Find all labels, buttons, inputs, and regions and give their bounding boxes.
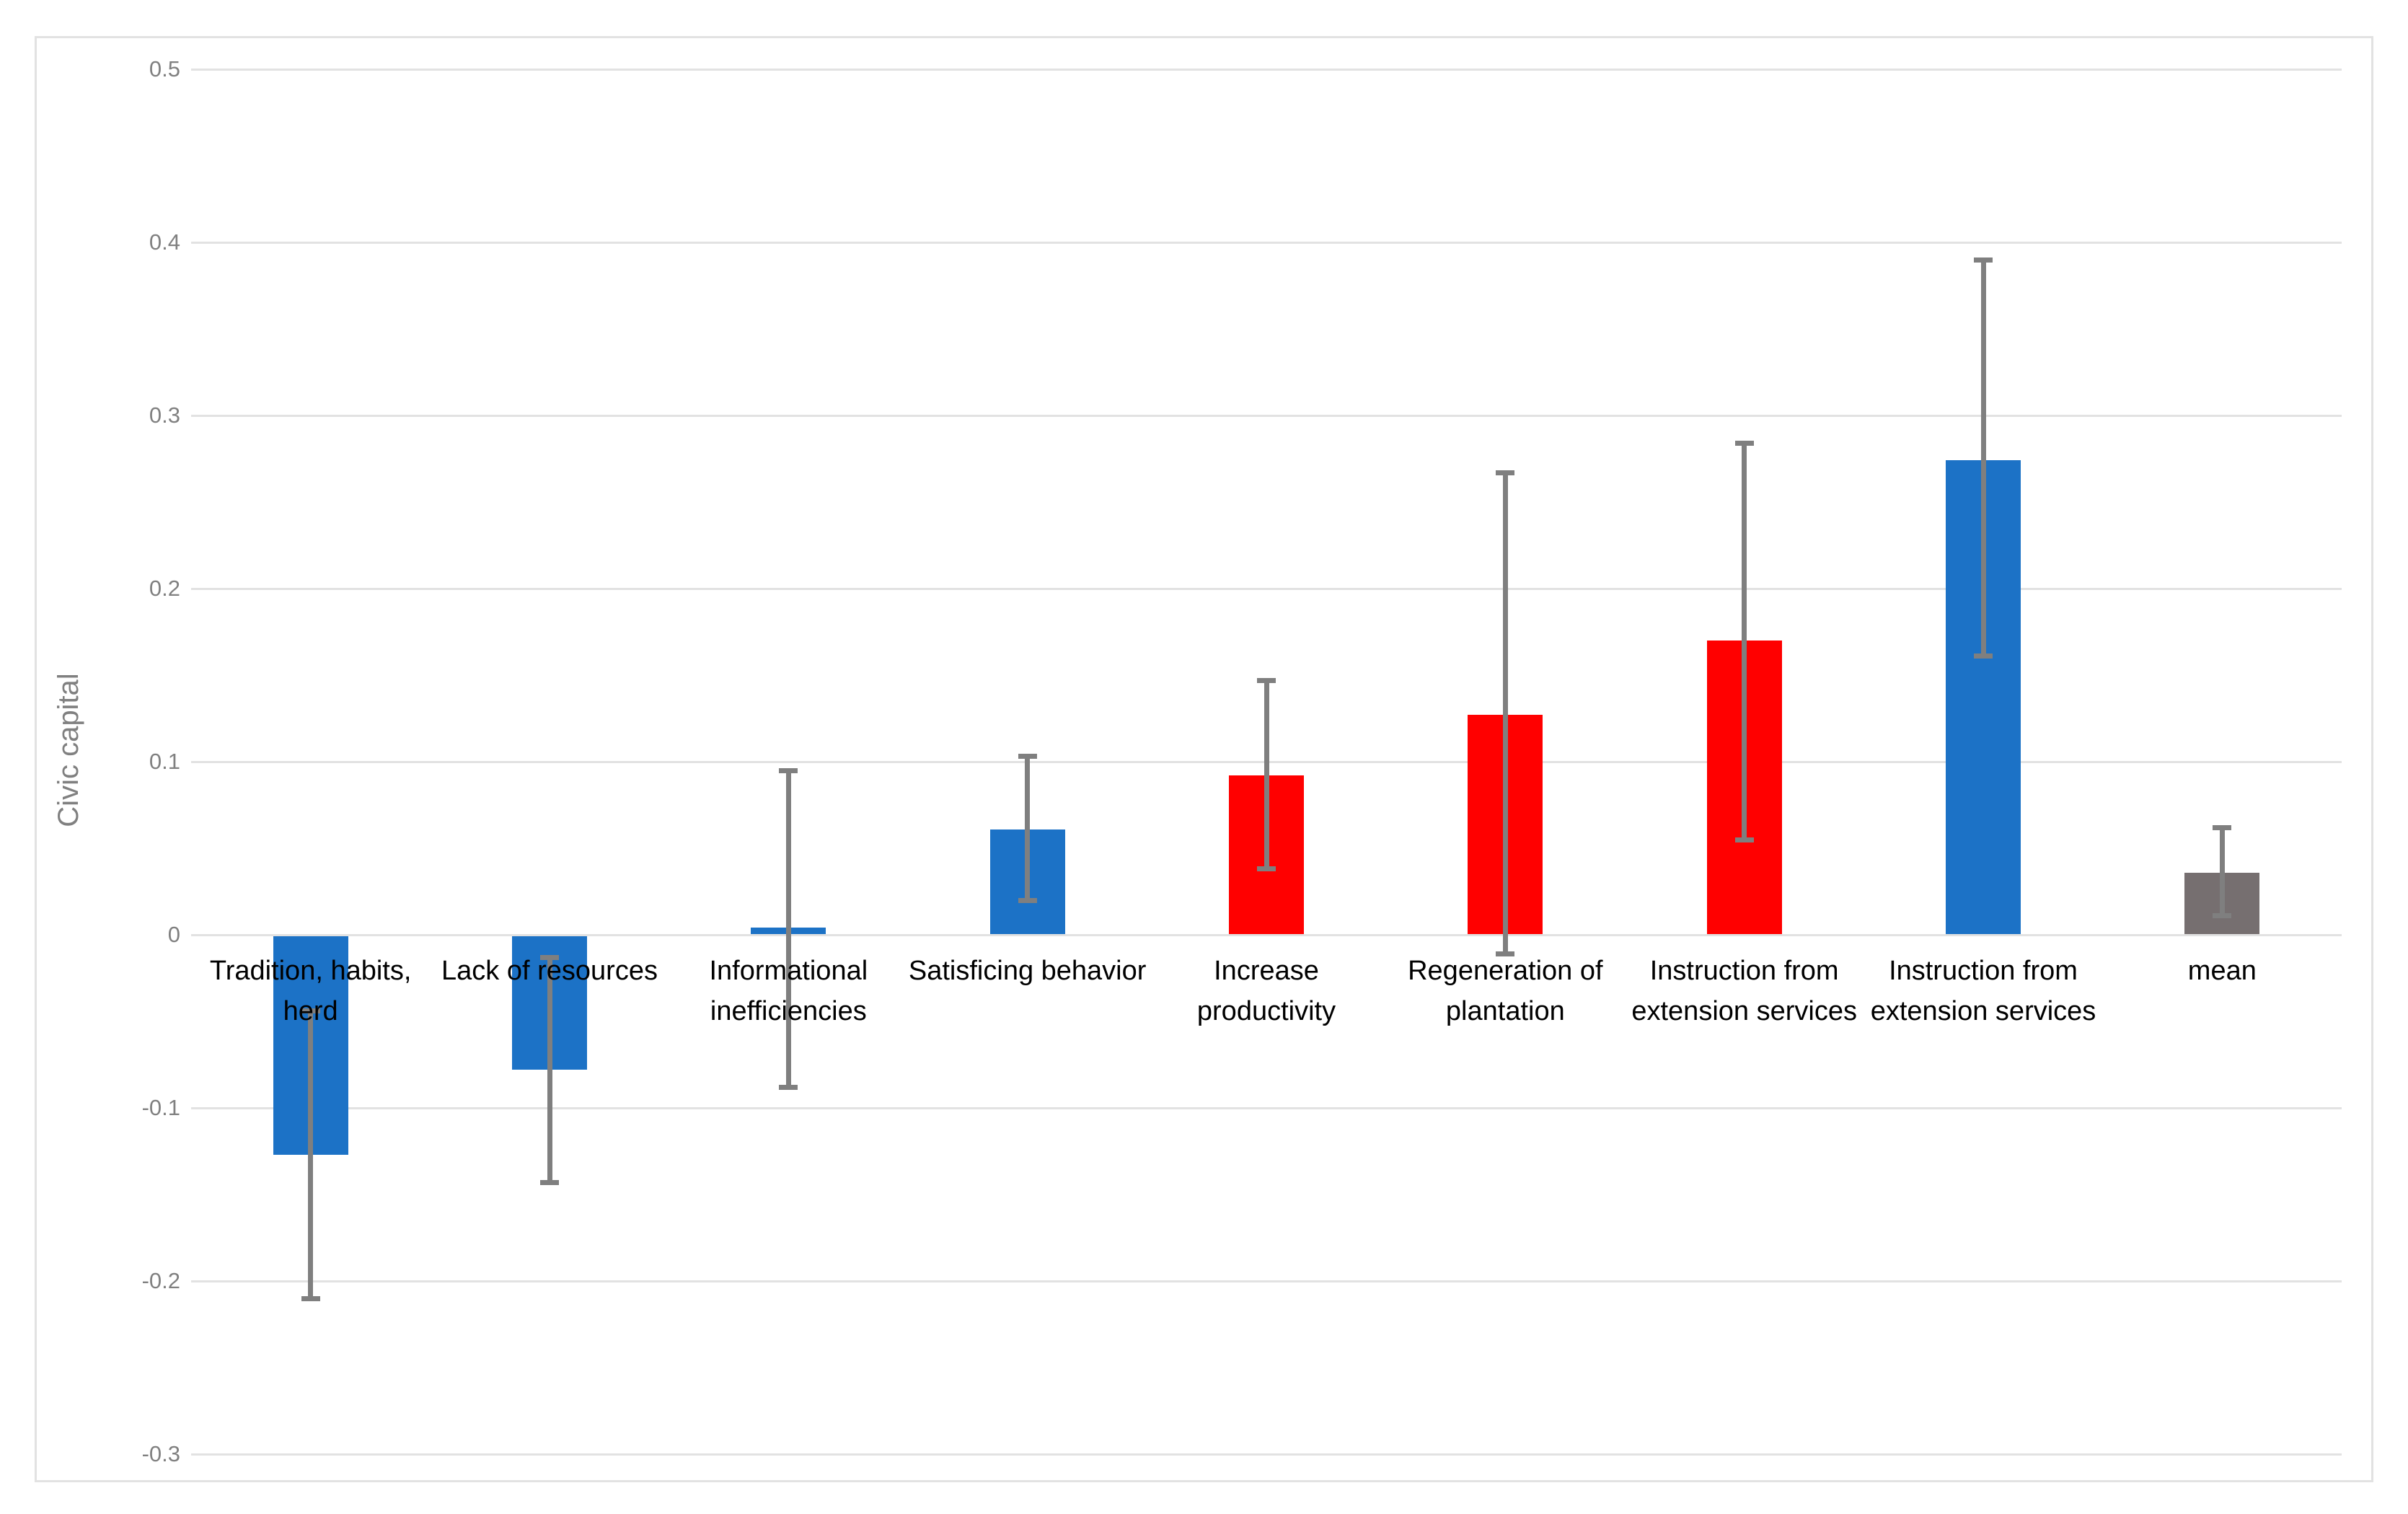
x-category-label: Lack of resources [441, 956, 658, 986]
error-bar-line [1502, 472, 1508, 954]
gridline [191, 1106, 2342, 1109]
error-bar-line [308, 1011, 314, 1298]
gridline [191, 1453, 2342, 1456]
error-bar-cap-top [1496, 470, 1515, 475]
x-category-label: Tradition, habits, herd [209, 956, 412, 1026]
gridline [191, 68, 2342, 71]
error-bar-line [1263, 680, 1269, 869]
gridline [191, 1280, 2342, 1282]
error-bar-cap-bottom [301, 1295, 320, 1301]
error-bar-cap-top [1018, 754, 1037, 760]
error-bar-line [1025, 756, 1031, 900]
y-tick-label: -0.3 [141, 1441, 180, 1466]
x-category-label: Instruction from extension services [1870, 956, 2096, 1026]
error-bar-cap-top [1257, 677, 1276, 683]
x-category-label: Satisficing behavior [908, 956, 1147, 986]
error-bar-line [2219, 827, 2225, 916]
error-bar-cap-top [779, 767, 798, 773]
x-category-label: Increase productivity [1196, 956, 1336, 1026]
error-bar-line [1742, 443, 1747, 840]
gridline [191, 414, 2342, 417]
chart-frame [35, 36, 2373, 1482]
y-tick-label: 0.2 [149, 576, 180, 601]
error-bar-cap-bottom [1018, 897, 1037, 903]
x-category-label: Regeneration of plantation [1408, 956, 1603, 1026]
error-bar-cap-top [1734, 440, 1754, 446]
gridline [191, 587, 2342, 590]
error-bar-cap-bottom [1974, 653, 1993, 659]
y-tick-label: -0.2 [141, 1268, 180, 1293]
error-bar-cap-bottom [2213, 913, 2232, 919]
error-bar-cap-bottom [1496, 951, 1515, 956]
error-bar-cap-top [301, 1008, 320, 1014]
x-category-label: mean [2187, 956, 2257, 986]
zero-gridline [191, 933, 2342, 936]
error-bar-cap-bottom [1257, 866, 1276, 872]
y-tick-label: 0.3 [149, 402, 180, 428]
error-bar-line [785, 770, 791, 1088]
y-tick-label: -0.1 [141, 1095, 180, 1120]
x-category-label: Instruction from extension services [1631, 956, 1857, 1026]
error-bar-cap-bottom [540, 1179, 559, 1185]
y-tick-label: 0.5 [149, 56, 180, 82]
error-bar-line [1980, 260, 1986, 656]
error-bar-cap-bottom [779, 1084, 798, 1090]
error-bar-cap-bottom [1734, 837, 1754, 842]
error-bar-line [547, 957, 552, 1183]
error-bar-cap-top [1974, 257, 1993, 263]
error-bar-cap-top [2213, 824, 2232, 830]
y-tick-label: 0.4 [149, 229, 180, 255]
error-bar-cap-top [540, 954, 559, 960]
y-tick-label: 0 [167, 922, 180, 947]
x-category-label: Informational inefficiencies [709, 956, 868, 1026]
y-tick-label: 0.1 [149, 749, 180, 774]
gridline [191, 241, 2342, 244]
